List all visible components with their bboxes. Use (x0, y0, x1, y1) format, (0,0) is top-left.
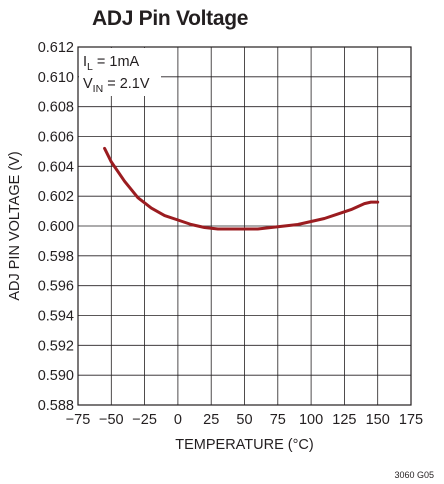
annotation-text: IL = 1mA (83, 54, 140, 73)
x-tick-label: 0 (174, 412, 182, 428)
series-group (103, 146, 380, 231)
figure-code: 3060 G05 (394, 470, 434, 480)
series-line (103, 146, 380, 231)
y-tick-label: 0.594 (38, 309, 74, 325)
x-tick-label: −75 (66, 412, 91, 428)
x-tick-label: 125 (332, 412, 356, 428)
x-tick-label: 150 (366, 412, 390, 428)
y-tick-label: 0.600 (38, 219, 74, 235)
y-tick-label: 0.590 (38, 368, 74, 384)
annotations: IL = 1mA VIN = 2.1V (83, 54, 150, 95)
y-tick-label: 0.610 (38, 70, 74, 86)
x-tick-label: 50 (236, 412, 252, 428)
y-tick-label: 0.602 (38, 189, 74, 205)
x-tick-label: 175 (399, 412, 423, 428)
y-tick-label: 0.608 (38, 100, 74, 116)
y-tick-label: 0.596 (38, 279, 74, 295)
x-tick-label: −25 (132, 412, 157, 428)
x-tick-label: 100 (299, 412, 323, 428)
grid (78, 47, 411, 405)
y-tick-labels: 0.588 0.590 0.592 0.594 0.596 0.598 0.600 0.602… (38, 40, 74, 414)
x-axis-label: TEMPERATURE (°C) (175, 437, 313, 453)
plot-frame (77, 46, 412, 406)
x-tick-labels: −75 −50 −25 0 25 50 75 100 125 150 175 (66, 412, 423, 428)
annotation-text: VIN = 2.1V (83, 76, 150, 95)
x-tick-label: 25 (203, 412, 219, 428)
y-axis-label: ADJ PIN VOLTAGE (V) (7, 151, 23, 300)
y-tick-label: 0.598 (38, 249, 74, 265)
annotation-background (79, 48, 161, 96)
chart-title: ADJ Pin Voltage (92, 7, 249, 30)
y-tick-label: 0.612 (38, 40, 74, 56)
x-tick-label: −50 (99, 412, 124, 428)
y-tick-label: 0.606 (38, 130, 74, 146)
y-tick-label: 0.604 (38, 159, 74, 175)
y-tick-label: 0.592 (38, 338, 74, 354)
y-tick-label: 0.588 (38, 398, 74, 414)
x-tick-label: 75 (270, 412, 286, 428)
